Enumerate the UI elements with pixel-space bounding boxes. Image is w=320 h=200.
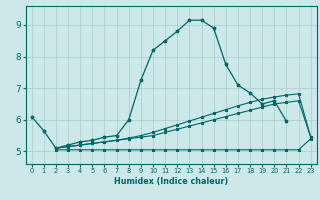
X-axis label: Humidex (Indice chaleur): Humidex (Indice chaleur) [114, 177, 228, 186]
